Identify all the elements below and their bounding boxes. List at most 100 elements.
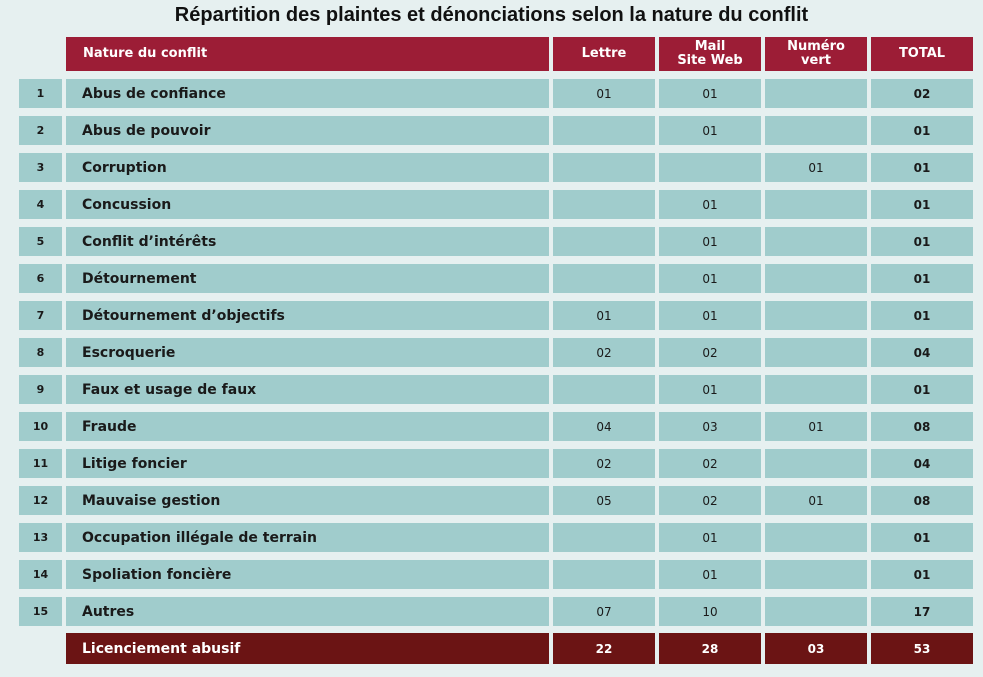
row-numero — [765, 597, 867, 626]
header-mail: Mail Site Web — [659, 37, 761, 71]
complaints-table: Nature du conflit Lettre Mail Site Web N… — [19, 37, 973, 664]
row-total: 01 — [871, 116, 973, 145]
footer-numero: 03 — [765, 633, 867, 664]
row-total: 01 — [871, 375, 973, 404]
row-numero — [765, 116, 867, 145]
row-nature: Corruption — [66, 153, 549, 182]
row-total: 01 — [871, 153, 973, 182]
row-mail: 01 — [659, 190, 761, 219]
row-mail: 01 — [659, 79, 761, 108]
row-number: 9 — [19, 375, 62, 404]
header-numero: Numéro vert — [765, 37, 867, 71]
row-lettre — [553, 375, 655, 404]
row-total: 02 — [871, 79, 973, 108]
row-number: 14 — [19, 560, 62, 589]
row-number: 5 — [19, 227, 62, 256]
row-lettre — [553, 116, 655, 145]
row-lettre — [553, 227, 655, 256]
row-total: 01 — [871, 227, 973, 256]
row-total: 08 — [871, 412, 973, 441]
row-lettre: 05 — [553, 486, 655, 515]
header-mail-line1: Mail — [694, 39, 726, 55]
row-nature: Détournement d’objectifs — [66, 301, 549, 330]
row-nature: Fraude — [66, 412, 549, 441]
row-number: 1 — [19, 79, 62, 108]
footer-spacer — [19, 633, 62, 664]
row-total: 01 — [871, 301, 973, 330]
row-mail: 03 — [659, 412, 761, 441]
row-number: 8 — [19, 338, 62, 367]
row-lettre — [553, 190, 655, 219]
row-total: 04 — [871, 338, 973, 367]
row-lettre — [553, 560, 655, 589]
row-lettre: 02 — [553, 449, 655, 478]
row-mail: 01 — [659, 523, 761, 552]
row-numero: 01 — [765, 486, 867, 515]
row-numero — [765, 79, 867, 108]
row-numero — [765, 375, 867, 404]
row-mail: 01 — [659, 560, 761, 589]
row-total: 17 — [871, 597, 973, 626]
row-nature: Autres — [66, 597, 549, 626]
header-nature: Nature du conflit — [66, 37, 549, 71]
row-numero — [765, 227, 867, 256]
row-number: 15 — [19, 597, 62, 626]
row-total: 01 — [871, 190, 973, 219]
row-lettre — [553, 153, 655, 182]
header-total: TOTAL — [871, 37, 973, 71]
row-nature: Abus de confiance — [66, 79, 549, 108]
header-lettre: Lettre — [553, 37, 655, 71]
row-nature: Spoliation foncière — [66, 560, 549, 589]
row-number: 6 — [19, 264, 62, 293]
row-nature: Faux et usage de faux — [66, 375, 549, 404]
header-numero-line1: Numéro — [787, 39, 845, 55]
row-nature: Conflit d’intérêts — [66, 227, 549, 256]
row-mail — [659, 153, 761, 182]
row-numero: 01 — [765, 412, 867, 441]
row-total: 01 — [871, 523, 973, 552]
row-numero: 01 — [765, 153, 867, 182]
row-lettre: 02 — [553, 338, 655, 367]
row-nature: Escroquerie — [66, 338, 549, 367]
row-numero — [765, 338, 867, 367]
header-spacer — [19, 37, 62, 71]
row-number: 13 — [19, 523, 62, 552]
row-numero — [765, 523, 867, 552]
row-number: 4 — [19, 190, 62, 219]
row-mail: 02 — [659, 449, 761, 478]
row-numero — [765, 190, 867, 219]
row-number: 3 — [19, 153, 62, 182]
row-lettre: 01 — [553, 79, 655, 108]
row-nature: Occupation illégale de terrain — [66, 523, 549, 552]
row-mail: 01 — [659, 264, 761, 293]
header-mail-line2: Site Web — [677, 53, 743, 68]
row-total: 04 — [871, 449, 973, 478]
row-nature: Détournement — [66, 264, 549, 293]
row-mail: 10 — [659, 597, 761, 626]
row-lettre: 04 — [553, 412, 655, 441]
row-lettre — [553, 523, 655, 552]
row-mail: 01 — [659, 227, 761, 256]
row-lettre — [553, 264, 655, 293]
row-total: 08 — [871, 486, 973, 515]
footer-total: 53 — [871, 633, 973, 664]
row-lettre: 01 — [553, 301, 655, 330]
row-lettre: 07 — [553, 597, 655, 626]
page-title: Répartition des plaintes et dénonciation… — [174, 4, 809, 26]
header-numero-line2: vert — [801, 53, 831, 68]
row-numero — [765, 449, 867, 478]
footer-mail: 28 — [659, 633, 761, 664]
footer-nature: Licenciement abusif — [66, 633, 549, 664]
row-number: 10 — [19, 412, 62, 441]
row-mail: 02 — [659, 338, 761, 367]
row-total: 01 — [871, 560, 973, 589]
row-nature: Litige foncier — [66, 449, 549, 478]
row-nature: Concussion — [66, 190, 549, 219]
row-total: 01 — [871, 264, 973, 293]
row-number: 12 — [19, 486, 62, 515]
row-numero — [765, 301, 867, 330]
row-number: 2 — [19, 116, 62, 145]
row-mail: 01 — [659, 301, 761, 330]
row-number: 11 — [19, 449, 62, 478]
row-nature: Abus de pouvoir — [66, 116, 549, 145]
